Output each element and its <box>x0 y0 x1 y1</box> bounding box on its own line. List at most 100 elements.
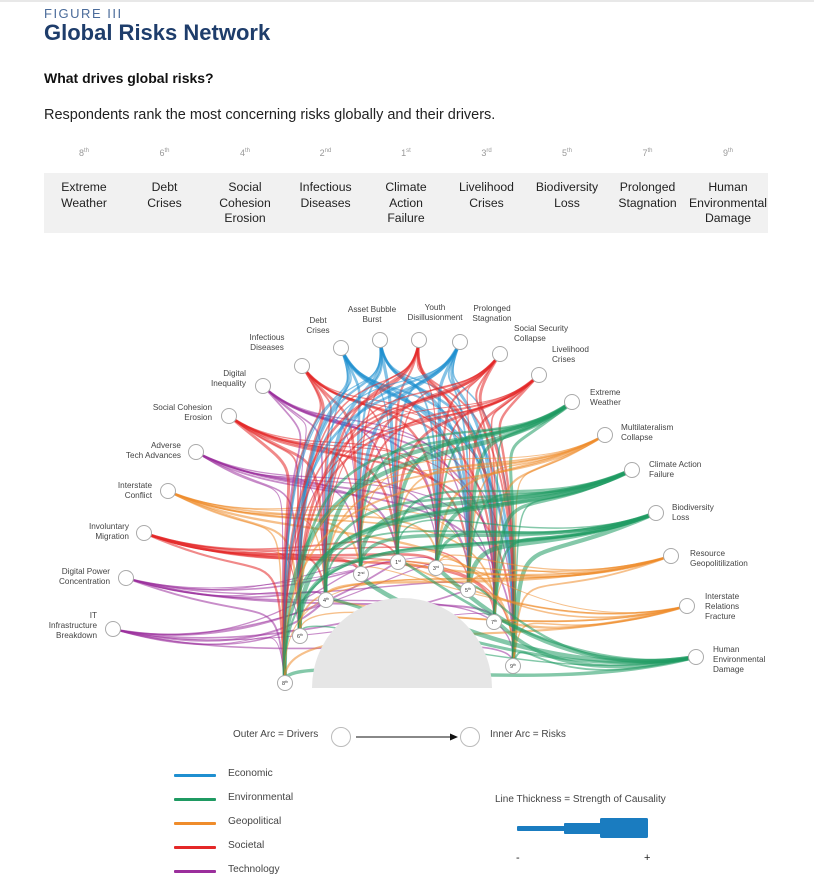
causal-link <box>125 577 469 595</box>
risk-cell-line: Action <box>389 195 423 210</box>
legend-label-technology: Technology <box>228 864 280 875</box>
driver-label: Social Security Collapse <box>514 324 569 343</box>
driver-label: Resource Geopolitilization <box>690 549 748 568</box>
causal-link <box>283 434 606 684</box>
risk-cell: Prolonged Stagnation <box>608 180 688 211</box>
driver-node <box>255 378 271 394</box>
causal-link <box>467 469 633 591</box>
rank-label: 4th <box>239 148 251 158</box>
risk-node <box>318 592 334 608</box>
driver-label: Biodiversity Loss <box>672 503 715 522</box>
causal-link <box>493 555 672 623</box>
legend-label-economic: Economic <box>228 768 273 779</box>
driver-node <box>452 334 468 350</box>
causal-link <box>510 511 657 667</box>
risk-cell: Livelihood Crises <box>447 180 527 211</box>
risk-cell-line: Biodiversity <box>535 180 599 194</box>
driver-node <box>372 332 388 348</box>
figure-label: FIGURE III <box>44 6 123 21</box>
causal-link <box>435 401 573 569</box>
legend-swatch-societal <box>174 846 216 849</box>
driver-label: IT Infrastructure Breakdown <box>49 611 98 640</box>
driver-node <box>294 358 310 374</box>
driver-label: Social Cohesion Erosion <box>153 403 213 422</box>
outer-arc-caption: Outer Arc = Drivers <box>233 729 319 740</box>
risk-cell-line: Livelihood <box>459 180 514 194</box>
risk-node <box>353 566 369 582</box>
causal-link <box>435 554 672 571</box>
driver-label: Debt Crises <box>306 316 329 335</box>
rank-label: 8th <box>78 148 90 158</box>
risk-cell-line: Infectious <box>299 180 352 194</box>
risk-cell-line: Cohesion <box>219 195 271 210</box>
causal-link <box>143 532 514 667</box>
causal-link <box>125 560 399 591</box>
driver-label: Human Environmental Damage <box>713 645 766 674</box>
driver-node <box>663 548 679 564</box>
driver-label: Livelihood Crises <box>552 345 589 364</box>
thick-line <box>600 818 648 838</box>
thickness-caption: Line Thickness = Strength of Causality <box>495 794 666 805</box>
driver-label: Interstate Conflict <box>118 481 153 500</box>
risk-cell-line: Loss <box>554 195 580 210</box>
driver-node <box>564 394 580 410</box>
driver-node <box>411 332 427 348</box>
risk-cell-line: Damage <box>704 211 752 225</box>
risk-ranking-table: Extreme Weather Debt Crises Social Cohesion Er… <box>44 173 768 233</box>
rank-label: 7th <box>642 148 653 158</box>
legend-swatch-geopolitical <box>174 822 216 825</box>
driver-node <box>688 649 704 665</box>
risk-rank-label: 1st <box>395 559 401 566</box>
driver-label: Digital Power Concentration <box>59 567 110 586</box>
flow-arrow <box>356 733 458 741</box>
risk-node <box>292 628 308 644</box>
thickness-plus: + <box>644 852 651 864</box>
driver-label: Digital Inequality <box>211 369 247 388</box>
driver-label: Youth Disillusionment <box>407 303 463 322</box>
rank-label: 6th <box>159 148 170 158</box>
risk-node <box>428 560 444 576</box>
risk-rank-label: 7th <box>491 619 497 626</box>
causal-link <box>435 374 540 569</box>
thickness-indicator <box>517 818 648 838</box>
risk-cell: Debt Crises <box>125 180 205 211</box>
driver-label: Extreme Weather <box>590 388 621 407</box>
driver-label: Multilateralism Collapse <box>621 423 673 442</box>
risk-cell-line: Erosion <box>224 211 266 225</box>
causal-link <box>512 651 697 671</box>
risk-node <box>460 582 476 598</box>
risk-nodes: 8th 6th 4th 2nd 1st 3rd 5th 7th 9th <box>277 554 521 691</box>
driver-node <box>648 505 664 521</box>
driver-node <box>118 570 134 586</box>
legend-swatch-environmental <box>174 798 216 801</box>
rank-label: 2nd <box>319 148 332 158</box>
driver-label: Climate Action Failure <box>649 460 702 479</box>
rank-label: 5th <box>561 148 573 158</box>
inner-arc-caption: Inner Arc = Risks <box>490 729 566 740</box>
driver-node <box>221 408 237 424</box>
causal-link <box>339 347 516 667</box>
outer-arc-circle <box>331 727 351 747</box>
driver-node <box>679 598 695 614</box>
risk-rank-label: 6th <box>297 633 303 640</box>
risk-node <box>486 614 502 630</box>
causal-link <box>143 531 287 684</box>
driver-label: Adverse Tech Advances <box>126 441 182 460</box>
legend-swatch-economic <box>174 774 216 777</box>
risk-cell-line: Failure <box>387 211 425 225</box>
driver-node <box>188 444 204 460</box>
risk-cell-line: Climate <box>385 180 427 194</box>
causal-link <box>512 469 633 667</box>
risk-cell-line: Crises <box>147 195 182 210</box>
driver-node <box>492 346 508 362</box>
causal-link <box>396 468 633 563</box>
page-title: Global Risks Network <box>44 20 271 45</box>
causal-link <box>125 577 514 667</box>
rank-label: 3rd <box>481 148 492 158</box>
risk-cell-line: Diseases <box>300 195 351 210</box>
driver-node <box>333 340 349 356</box>
risk-cell-line: Debt <box>151 180 178 194</box>
rank-row: 8th 6th 4th 2nd 1st 3rd 5th 7th 9th <box>44 148 768 162</box>
risk-network-diagram: IT Infrastructure Breakdown Digital Power Co… <box>49 303 766 691</box>
driver-label: Involuntary Migration <box>89 522 130 541</box>
